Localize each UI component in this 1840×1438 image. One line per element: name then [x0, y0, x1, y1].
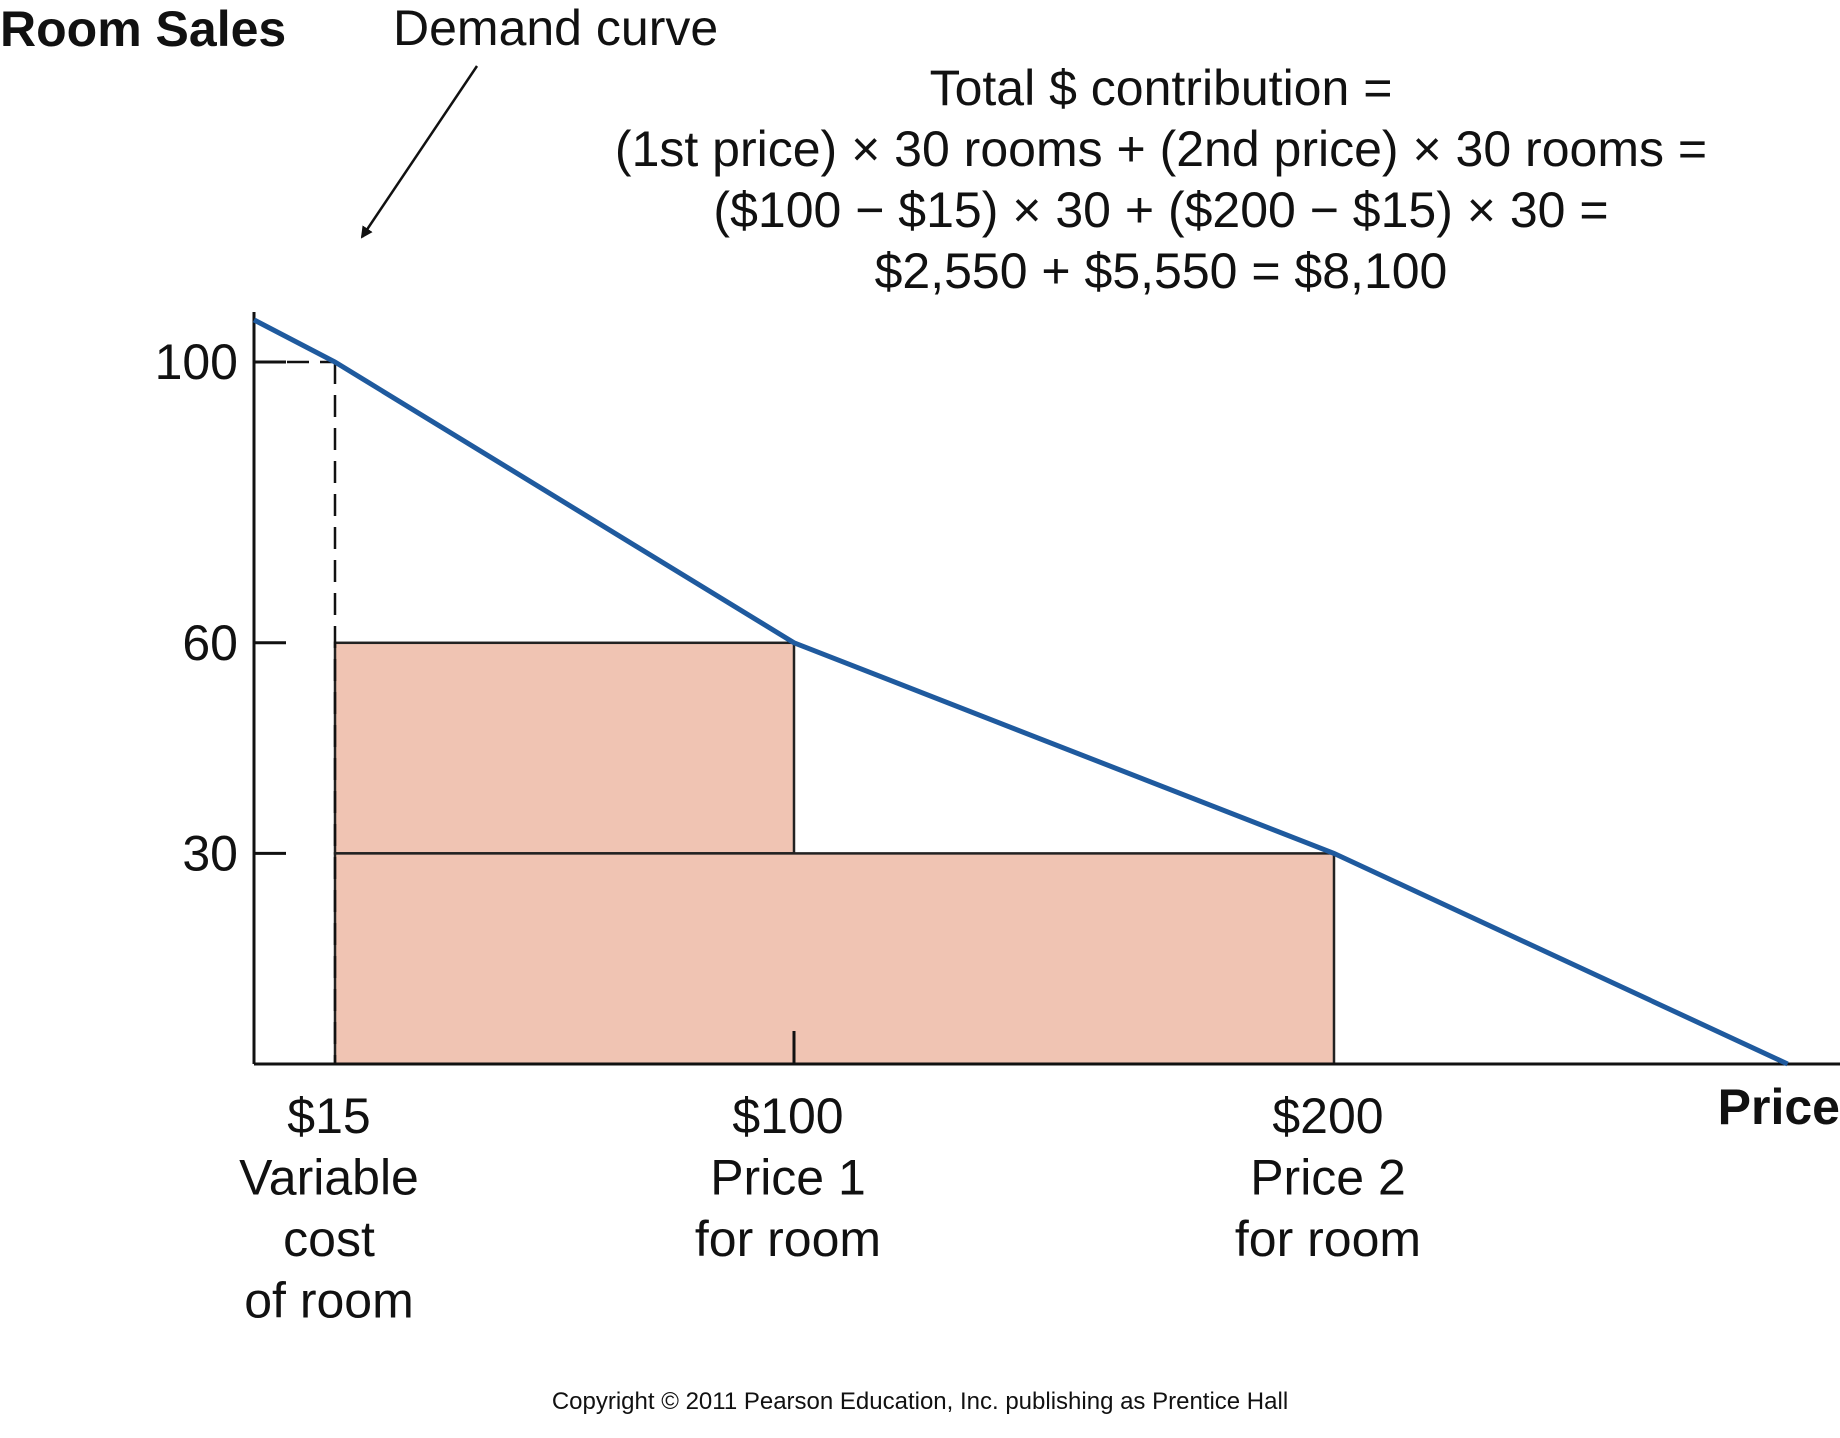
- x-tick-label-200: $200 Price 2 for room: [1235, 1088, 1421, 1267]
- x-tick-label-15: $15 Variable cost of room: [239, 1088, 419, 1329]
- y-tick-label-30: 30: [182, 825, 238, 881]
- demand-curve-line: [252, 317, 1789, 1067]
- formula-line-2: (1st price) × 30 rooms + (2nd price) × 3…: [615, 121, 1707, 177]
- copyright-text: Copyright © 2011 Pearson Education, Inc.…: [551, 1388, 1289, 1415]
- x-tick-label-100: $100 Price 1 for room: [695, 1088, 881, 1267]
- reference-lines: [254, 360, 337, 1064]
- demand-curve-label: Demand curve: [393, 0, 718, 56]
- demand-curve-pointer-arrow: [360, 65, 479, 239]
- y-axis-title: Room Sales: [0, 1, 286, 57]
- axes: [252, 312, 1840, 1066]
- contribution-rect-1: [333, 641, 796, 855]
- y-tick-label-100: 100: [155, 334, 238, 390]
- formula-line-3: ($100 − $15) × 30 + ($200 − $15) × 30 =: [713, 182, 1608, 238]
- chart-text: 30 60 100 $15 Variable cost of room $100 Price 1…: [0, 0, 1840, 1329]
- formula-line-1: Total $ contribution =: [930, 60, 1393, 116]
- y-tick-label-60: 60: [182, 615, 238, 671]
- contribution-rect-2: [333, 852, 1336, 1066]
- demand-curve-group: [252, 317, 1789, 1067]
- x-axis-title: Price: [1718, 1079, 1840, 1135]
- formula-line-4: $2,550 + $5,550 = $8,100: [875, 243, 1448, 299]
- contribution-areas: [333, 641, 1336, 1066]
